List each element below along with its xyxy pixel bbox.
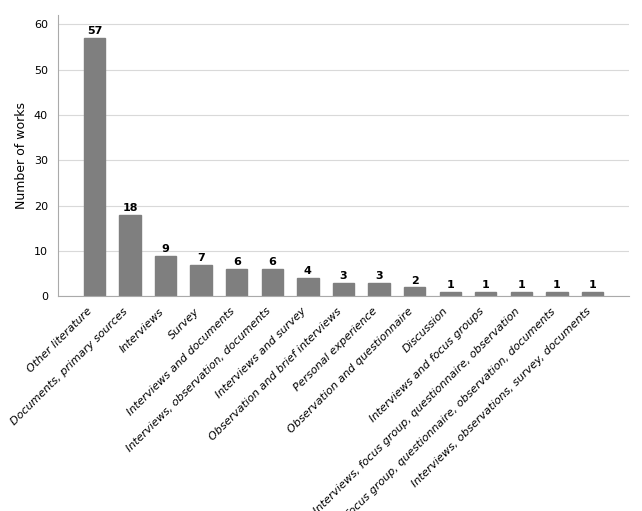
Text: 57: 57 xyxy=(87,26,102,36)
Bar xyxy=(226,269,247,296)
Bar xyxy=(404,287,425,296)
Bar xyxy=(546,292,568,296)
Y-axis label: Number of works: Number of works xyxy=(15,102,28,210)
Bar xyxy=(119,215,141,296)
Text: 1: 1 xyxy=(446,280,454,290)
Text: 1: 1 xyxy=(482,280,490,290)
Text: 2: 2 xyxy=(411,275,419,286)
Bar xyxy=(440,292,461,296)
Bar xyxy=(369,283,390,296)
Text: 3: 3 xyxy=(375,271,383,281)
Bar xyxy=(262,269,283,296)
Bar xyxy=(83,38,105,296)
Bar xyxy=(191,265,212,296)
Bar xyxy=(582,292,603,296)
Text: 7: 7 xyxy=(197,253,205,263)
Text: 1: 1 xyxy=(517,280,525,290)
Text: 9: 9 xyxy=(162,244,169,254)
Text: 6: 6 xyxy=(268,258,276,267)
Text: 1: 1 xyxy=(553,280,561,290)
Bar xyxy=(297,278,318,296)
Text: 6: 6 xyxy=(233,258,241,267)
Bar xyxy=(333,283,354,296)
Text: 1: 1 xyxy=(589,280,596,290)
Text: 4: 4 xyxy=(304,266,312,276)
Text: 18: 18 xyxy=(122,203,138,213)
Bar xyxy=(510,292,532,296)
Text: 3: 3 xyxy=(340,271,347,281)
Bar xyxy=(155,256,177,296)
Bar xyxy=(475,292,496,296)
